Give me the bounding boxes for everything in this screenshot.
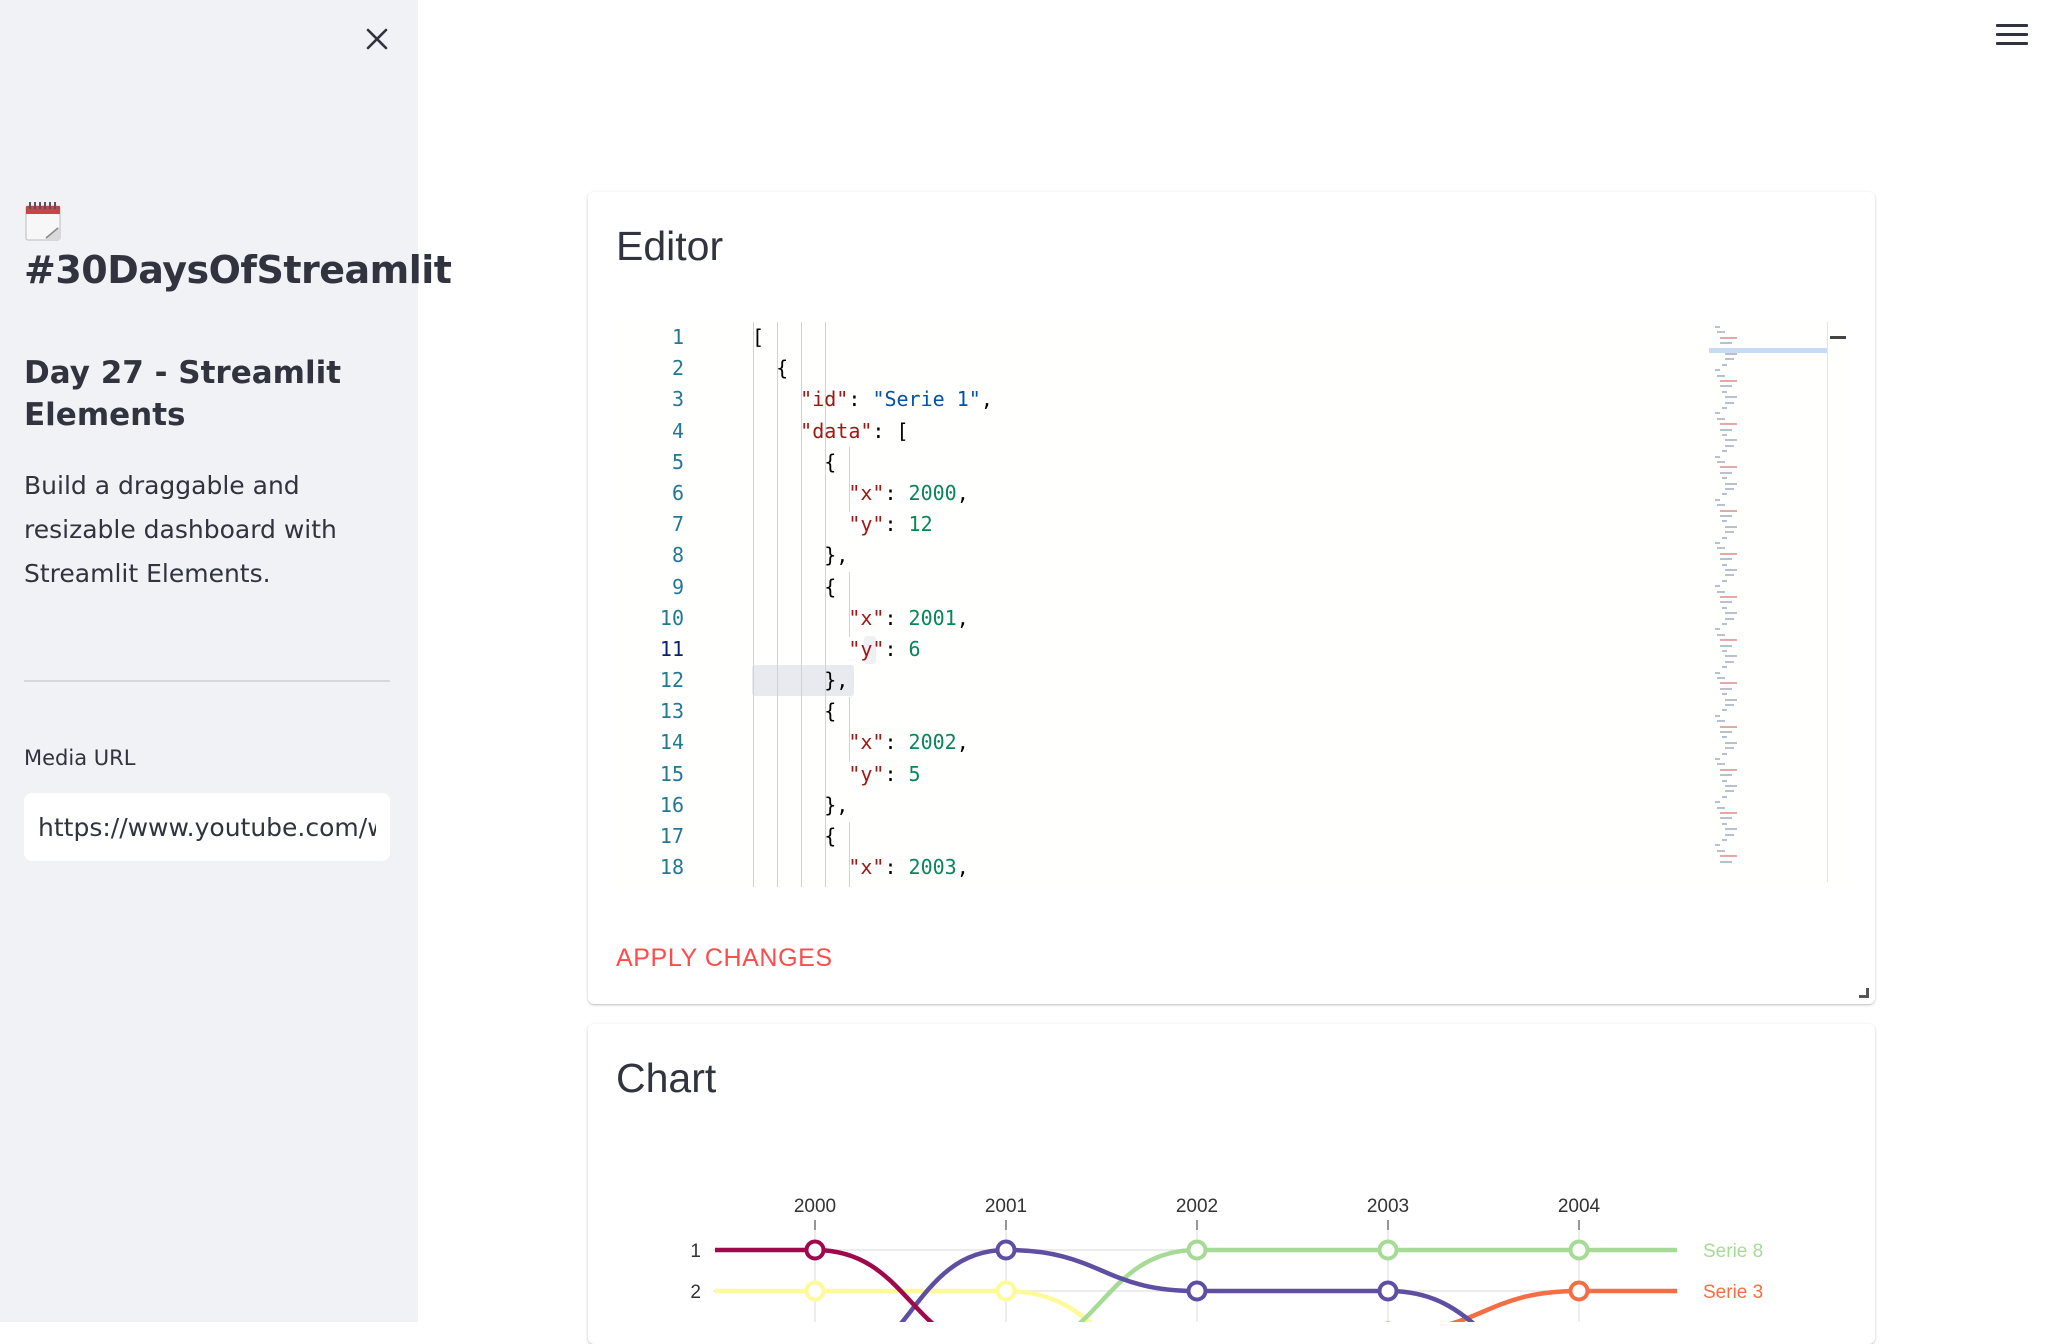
code-line[interactable]: },: [752, 792, 849, 817]
code-line[interactable]: "data": [: [800, 418, 909, 443]
code-line[interactable]: [: [752, 325, 765, 349]
series-point: [1186, 1280, 1208, 1302]
series-point: [995, 1280, 1017, 1302]
x-tick-label: 2004: [1558, 1196, 1601, 1217]
line-number: 15: [659, 761, 684, 786]
chart-card-title: Chart: [616, 1055, 717, 1101]
hamburger-icon: [1996, 24, 2028, 45]
main-menu-button[interactable]: [1996, 24, 2028, 52]
series-line: [1449, 1288, 1677, 1322]
x-tick-label: 2002: [1176, 1196, 1218, 1217]
apply-changes-button[interactable]: APPLY CHANGES: [616, 944, 833, 972]
line-number: 18: [659, 855, 684, 880]
code-line[interactable]: "id": "Serie 1",: [800, 387, 993, 412]
line-number: 10: [659, 605, 684, 630]
code-line[interactable]: "x": 2001,: [848, 605, 969, 630]
sidebar: #30DaysOfStreamlit Day 27 - Streamlit El…: [0, 0, 452, 1322]
line-number: 13: [659, 699, 684, 724]
series-point: [804, 1280, 826, 1302]
line-number: 1: [671, 325, 684, 349]
series-point: [1568, 1280, 1590, 1302]
code-line[interactable]: "x": 2003,: [848, 855, 969, 880]
series-line: [715, 1247, 935, 1322]
line-number: 9: [671, 574, 684, 599]
series-point: [804, 1239, 826, 1261]
line-number: 3: [671, 387, 684, 412]
line-number: 7: [671, 512, 684, 537]
close-icon: [366, 28, 388, 50]
series-line: [715, 1288, 1094, 1322]
bracket-match-highlight: [864, 636, 876, 664]
code-line[interactable]: {: [752, 824, 837, 848]
sidebar-title: #30DaysOfStreamlit: [24, 248, 452, 292]
line-number: 16: [659, 792, 684, 817]
bump-chart: 2000 2001 2002 2003 2004 1 2 Serie 8 Serie 3: [690, 1196, 1763, 1322]
series-line: [899, 1247, 1476, 1322]
x-tick-label: 2001: [985, 1196, 1027, 1217]
code-line[interactable]: "y": 12: [848, 512, 933, 537]
series-point: [1568, 1239, 1590, 1261]
overview-ruler-marker: [1830, 336, 1846, 339]
series-point: [1377, 1280, 1399, 1302]
x-tick-label: 2000: [794, 1196, 836, 1217]
code-line[interactable]: {: [752, 356, 789, 381]
minimap-slider[interactable]: [1709, 348, 1827, 353]
y-tick-label: 1: [690, 1241, 701, 1262]
code-line[interactable]: "y": 6: [848, 636, 921, 661]
resize-handle[interactable]: [1859, 988, 1869, 998]
editor-card-title: Editor: [616, 223, 724, 269]
line-number: 4: [671, 418, 684, 443]
line-number: 8: [671, 543, 684, 568]
editor-card[interactable]: Editor 1 2 3 4 5 6 7 8 9 10 11 12 13 14 15 16 17 18 [ { "…: [588, 192, 1875, 1004]
code-line[interactable]: {: [752, 449, 837, 474]
line-number: 14: [659, 730, 684, 755]
sidebar-description: Build a draggable and resizable dashboar…: [24, 471, 337, 588]
line-number: 5: [671, 449, 684, 474]
editor-minimap[interactable]: [1709, 322, 1829, 882]
sidebar-divider: [24, 680, 390, 682]
code-line[interactable]: {: [752, 699, 837, 724]
line-number: 2: [671, 356, 684, 381]
sidebar-subtitle: Day 27 - Streamlit Elements: [24, 355, 342, 433]
code-line[interactable]: "y": 5: [848, 761, 921, 786]
series-point: [1186, 1239, 1208, 1261]
media-url-label: Media URL: [24, 746, 136, 770]
close-sidebar-button[interactable]: [360, 22, 394, 56]
line-number: 17: [659, 824, 684, 848]
media-url-input[interactable]: [24, 793, 390, 861]
current-line-highlight: [752, 665, 854, 696]
code-editor[interactable]: 1 2 3 4 5 6 7 8 9 10 11 12 13 14 15 16 17 18 [ { "id": "S…: [616, 322, 1846, 887]
series-end-label: Serie 8: [1703, 1241, 1763, 1262]
chart-card[interactable]: Chart 2000 2001 2002 2003 2004 1 2 Serie 8 Serie…: [588, 1024, 1875, 1344]
line-number: 12: [659, 668, 684, 693]
code-line[interactable]: },: [752, 543, 849, 568]
series-line: [1077, 1247, 1677, 1322]
series-end-label: Serie 3: [1703, 1282, 1763, 1303]
code-line[interactable]: },: [752, 668, 849, 693]
y-tick-label: 2: [690, 1282, 701, 1303]
series-point: [995, 1239, 1017, 1261]
code-line[interactable]: "x": 2000,: [848, 480, 969, 505]
line-number-gutter: 1 2 3 4 5 6 7 8 9 10 11 12 13 14 15 16 17 18: [616, 322, 706, 883]
line-number: 6: [671, 480, 684, 505]
line-number: 11: [659, 636, 684, 661]
series-point: [1377, 1239, 1399, 1261]
x-tick-label: 2003: [1367, 1196, 1409, 1217]
code-lines[interactable]: [ { "id": "Serie 1", "data": [ { "x": 20…: [752, 322, 1752, 883]
code-line[interactable]: {: [752, 574, 837, 599]
calendar-icon: [24, 200, 64, 242]
code-line[interactable]: "x": 2002,: [848, 730, 969, 755]
